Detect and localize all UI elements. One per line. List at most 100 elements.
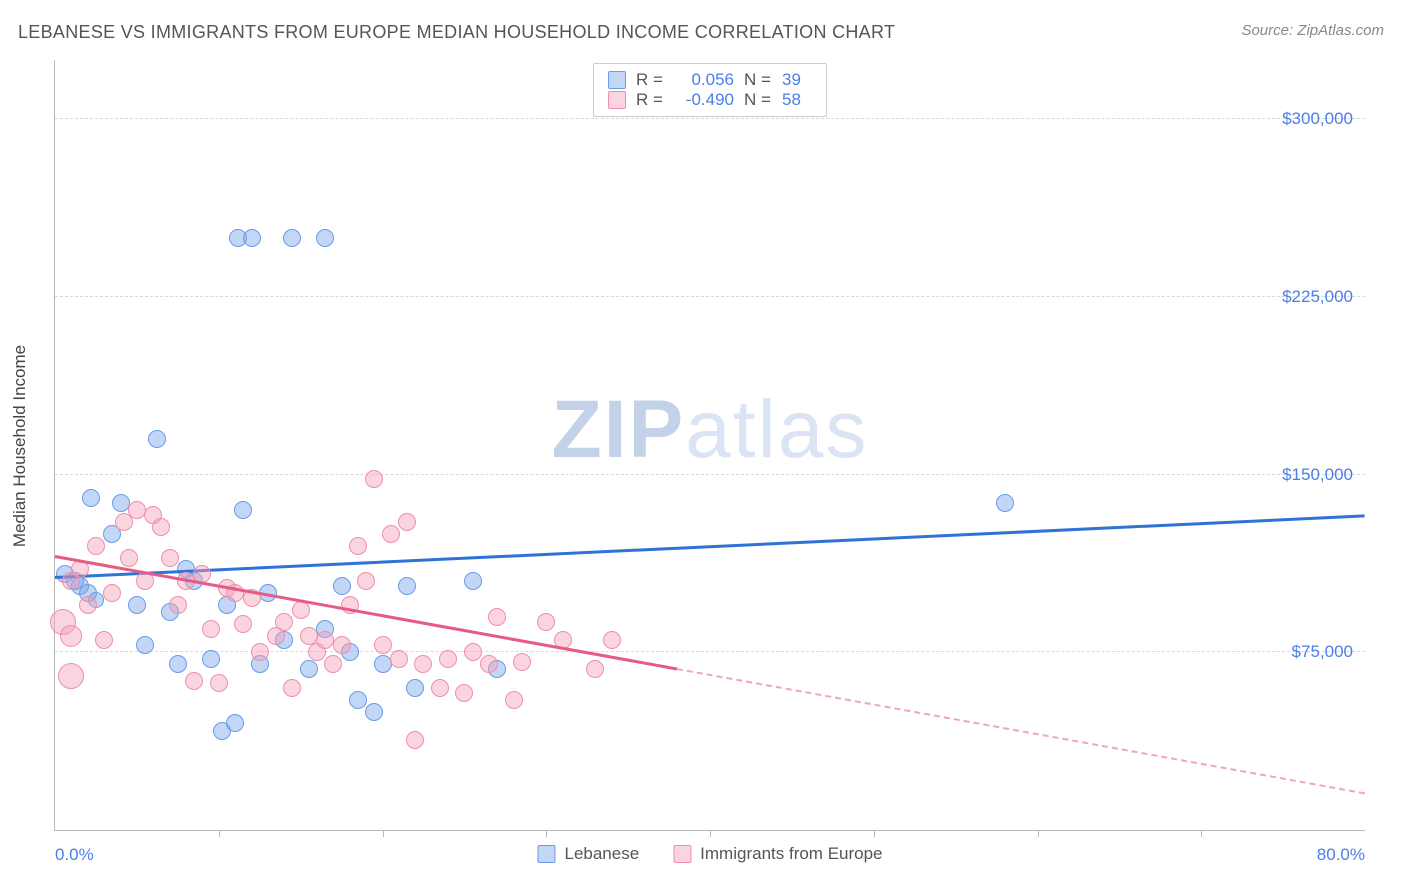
data-point — [513, 653, 531, 671]
data-point — [414, 655, 432, 673]
legend-r-label: R = — [636, 90, 664, 110]
data-point — [234, 615, 252, 633]
data-point — [365, 470, 383, 488]
legend-r-value: 0.056 — [674, 70, 734, 90]
data-point — [480, 655, 498, 673]
y-tick-label: $225,000 — [1282, 287, 1353, 307]
trend-line — [677, 668, 1365, 794]
y-tick-label: $75,000 — [1292, 642, 1353, 662]
x-tick — [1038, 830, 1039, 837]
legend-item: Lebanese — [537, 844, 639, 864]
legend-n-value: 39 — [782, 70, 812, 90]
data-point — [79, 596, 97, 614]
data-point — [202, 620, 220, 638]
data-point — [996, 494, 1014, 512]
data-point — [152, 518, 170, 536]
legend-item: Immigrants from Europe — [673, 844, 882, 864]
data-point — [349, 691, 367, 709]
data-point — [537, 613, 555, 631]
data-point — [316, 229, 334, 247]
legend-label: Immigrants from Europe — [700, 844, 882, 864]
data-point — [464, 643, 482, 661]
y-tick-label: $300,000 — [1282, 109, 1353, 129]
data-point — [406, 731, 424, 749]
plot-area: ZIPatlas R =0.056N =39R =-0.490N =58 Leb… — [54, 60, 1365, 831]
data-point — [234, 501, 252, 519]
data-point — [161, 549, 179, 567]
data-point — [505, 691, 523, 709]
data-point — [169, 655, 187, 673]
legend-n-label: N = — [744, 90, 772, 110]
data-point — [169, 596, 187, 614]
x-tick — [546, 830, 547, 837]
gridline — [55, 296, 1365, 297]
x-tick — [710, 830, 711, 837]
data-point — [333, 636, 351, 654]
correlation-legend: R = 0.056 N = 39 R = -0.490 N = 58 — [593, 63, 827, 117]
legend-swatch — [608, 71, 626, 89]
data-point — [136, 636, 154, 654]
data-point — [103, 584, 121, 602]
gridline — [55, 474, 1365, 475]
data-point — [398, 513, 416, 531]
legend-n-label: N = — [744, 70, 772, 90]
data-point — [431, 679, 449, 697]
trend-line — [55, 514, 1365, 579]
chart-container: LEBANESE VS IMMIGRANTS FROM EUROPE MEDIA… — [0, 0, 1406, 892]
data-point — [406, 679, 424, 697]
data-point — [464, 572, 482, 590]
source-label: Source: ZipAtlas.com — [1241, 22, 1384, 39]
gridline — [55, 118, 1365, 119]
y-tick-label: $150,000 — [1282, 465, 1353, 485]
legend-swatch — [537, 845, 555, 863]
data-point — [374, 636, 392, 654]
data-point — [251, 643, 269, 661]
series-legend: Lebanese Immigrants from Europe — [537, 844, 882, 864]
x-min-label: 0.0% — [55, 845, 94, 865]
data-point — [316, 631, 334, 649]
data-point — [87, 537, 105, 555]
data-point — [333, 577, 351, 595]
data-point — [210, 674, 228, 692]
legend-row: R = -0.490 N = 58 — [608, 90, 812, 110]
data-point — [382, 525, 400, 543]
legend-r-label: R = — [636, 70, 664, 90]
x-tick — [219, 830, 220, 837]
data-point — [439, 650, 457, 668]
x-max-label: 80.0% — [1317, 845, 1365, 865]
legend-label: Lebanese — [564, 844, 639, 864]
data-point — [324, 655, 342, 673]
y-axis-label: Median Household Income — [10, 345, 30, 547]
data-point — [365, 703, 383, 721]
data-point — [300, 660, 318, 678]
data-point — [603, 631, 621, 649]
legend-row: R = 0.056 N = 39 — [608, 70, 812, 90]
data-point — [120, 549, 138, 567]
data-point — [95, 631, 113, 649]
data-point — [374, 655, 392, 673]
x-tick — [874, 830, 875, 837]
legend-swatch — [608, 91, 626, 109]
data-point — [58, 663, 84, 689]
x-tick — [1201, 830, 1202, 837]
data-point — [82, 489, 100, 507]
data-point — [349, 537, 367, 555]
data-point — [398, 577, 416, 595]
data-point — [128, 501, 146, 519]
data-point — [185, 672, 203, 690]
data-point — [488, 608, 506, 626]
watermark: ZIPatlas — [552, 383, 869, 477]
data-point — [283, 229, 301, 247]
data-point — [112, 494, 130, 512]
data-point — [148, 430, 166, 448]
data-point — [357, 572, 375, 590]
data-point — [283, 679, 301, 697]
x-tick — [383, 830, 384, 837]
legend-n-value: 58 — [782, 90, 812, 110]
legend-r-value: -0.490 — [674, 90, 734, 110]
data-point — [60, 625, 82, 647]
data-point — [243, 229, 261, 247]
data-point — [226, 714, 244, 732]
data-point — [586, 660, 604, 678]
data-point — [202, 650, 220, 668]
